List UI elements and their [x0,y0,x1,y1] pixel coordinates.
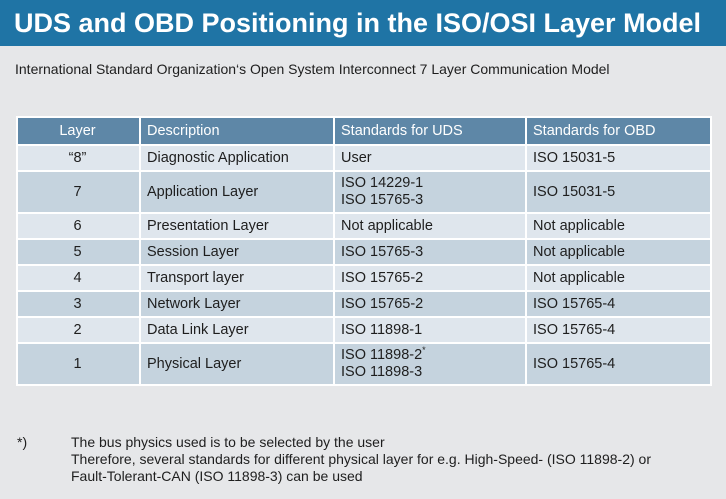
layer-number: 1 [16,342,141,386]
obd-standard: Not applicable [525,238,712,266]
uds-standard-line: ISO 15765-2 [341,269,424,286]
uds-standard: Not applicable [333,212,527,240]
uds-standard-line: ISO 11898-1 [341,321,423,338]
layer-number: 5 [16,238,141,266]
footnote-marker: *) [17,434,28,450]
table-row: 2 Data Link Layer ISO 11898-1 ISO 15765-… [16,316,712,344]
obd-standard: ISO 15765-4 [525,290,712,318]
uds-standard-line: Not applicable [341,217,433,234]
uds-standard-line: ISO 11898-3 [341,364,423,380]
layer-description: Physical Layer [139,342,335,386]
uds-standard: ISO 15765-2 [333,290,527,318]
uds-standard: User [333,144,527,172]
uds-standard-line: User [341,149,372,166]
uds-standard: ISO 15765-2 [333,264,527,292]
obd-standard: ISO 15031-5 [525,170,712,214]
layer-number: 3 [16,290,141,318]
uds-standard: ISO 14229-1 ISO 15765-3 [333,170,527,214]
layer-number: 7 [16,170,141,214]
table-row: 6 Presentation Layer Not applicable Not … [16,212,712,240]
table-row: 4 Transport layer ISO 15765-2 Not applic… [16,264,712,292]
uds-standard: ISO 15765-3 [333,238,527,266]
uds-standard-line: ISO 14229-1 [341,175,424,191]
obd-standard: ISO 15031-5 [525,144,712,172]
layer-description: Transport layer [139,264,335,292]
layer-description: Data Link Layer [139,316,335,344]
uds-standard: ISO 11898-2* ISO 11898-3 [333,342,527,386]
page-title: UDS and OBD Positioning in the ISO/OSI L… [0,0,726,46]
header-uds-standards: Standards for UDS [333,116,527,146]
header-obd-standards: Standards for OBD [525,116,712,146]
table-header-row: Layer Description Standards for UDS Stan… [16,116,712,146]
obd-standard: ISO 15765-4 [525,316,712,344]
table-row: 3 Network Layer ISO 15765-2 ISO 15765-4 [16,290,712,318]
layer-description: Diagnostic Application [139,144,335,172]
table-row: 1 Physical Layer ISO 11898-2* ISO 11898-… [16,342,712,386]
layer-description: Application Layer [139,170,335,214]
uds-standard-line: ISO 15765-3 [341,192,424,208]
footnote-line: Fault-Tolerant-CAN (ISO 11898-3) can be … [71,468,363,484]
layer-number: “8” [16,144,141,172]
table-row: 7 Application Layer ISO 14229-1 ISO 1576… [16,170,712,214]
obd-standard: ISO 15765-4 [525,342,712,386]
layer-number: 6 [16,212,141,240]
layer-description: Network Layer [139,290,335,318]
page-subtitle: International Standard Organization‘s Op… [15,61,610,77]
table-row: “8” Diagnostic Application User ISO 1503… [16,144,712,172]
layer-description: Presentation Layer [139,212,335,240]
footnote-line: The bus physics used is to be selected b… [71,434,385,450]
footnote-text: The bus physics used is to be selected b… [71,434,721,485]
header-layer: Layer [16,116,141,146]
obd-standard: Not applicable [525,212,712,240]
obd-standard: Not applicable [525,264,712,292]
header-description: Description [139,116,335,146]
uds-standard-line: ISO 15765-3 [341,243,424,260]
layer-description: Session Layer [139,238,335,266]
table-row: 5 Session Layer ISO 15765-3 Not applicab… [16,238,712,266]
uds-standard-line: ISO 15765-2 [341,295,424,312]
layer-number: 2 [16,316,141,344]
footnote-line: Therefore, several standards for differe… [71,451,651,467]
layer-number: 4 [16,264,141,292]
uds-standard: ISO 11898-1 [333,316,527,344]
footnote-marker-ref: * [422,345,426,356]
osi-layer-table: Layer Description Standards for UDS Stan… [16,116,712,386]
uds-standard-line: ISO 11898-2* [341,345,426,363]
